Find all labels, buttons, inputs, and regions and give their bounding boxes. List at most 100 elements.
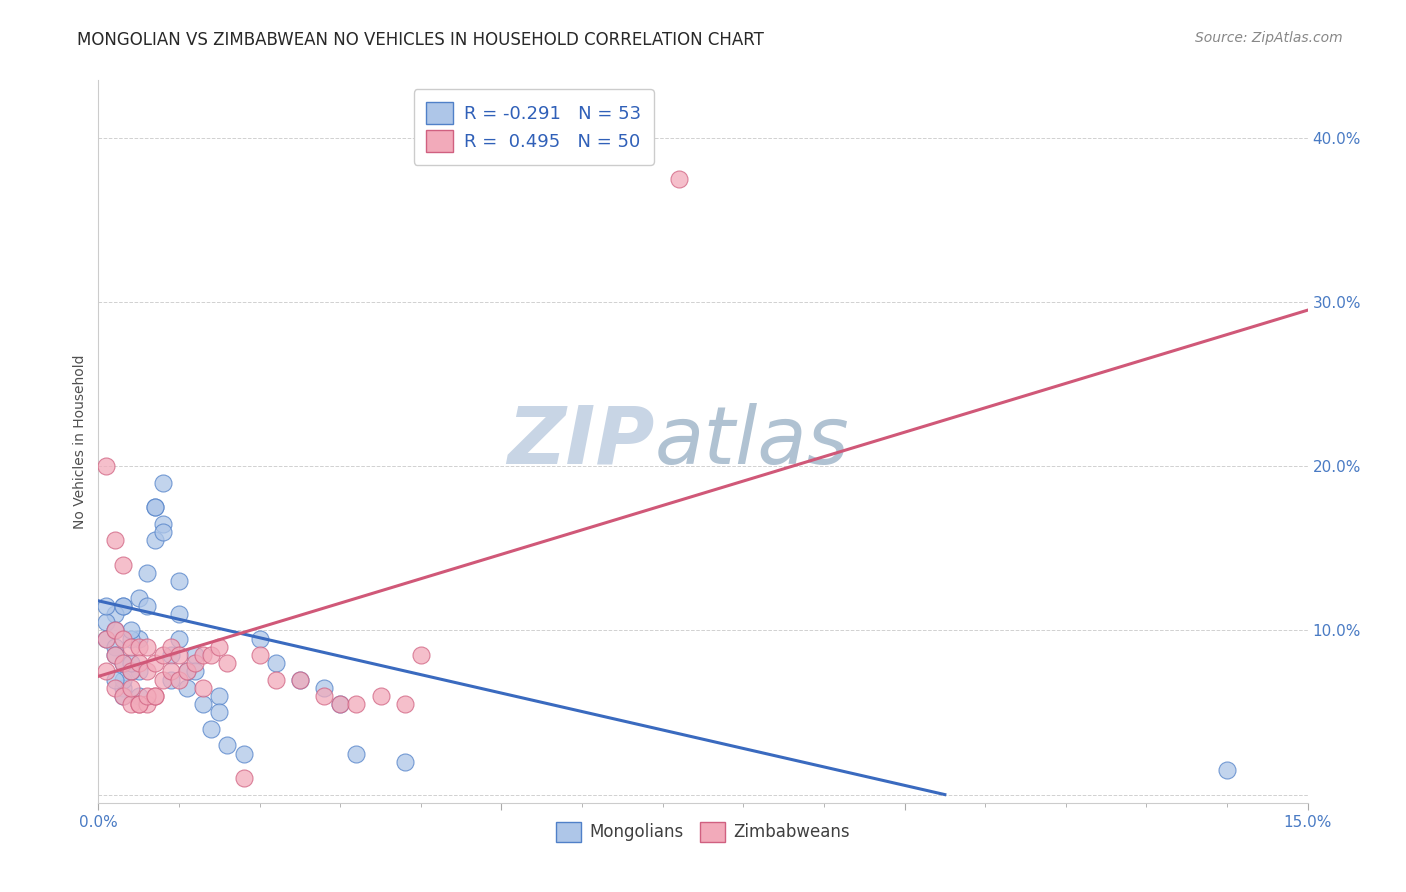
Point — [103, 648, 125, 662]
Point — [96, 599, 118, 613]
Point — [143, 657, 166, 671]
Point — [344, 747, 367, 761]
Point — [128, 698, 150, 712]
Point — [120, 624, 142, 638]
Point — [193, 648, 215, 662]
Point — [111, 673, 134, 687]
Point — [200, 648, 222, 662]
Point — [344, 698, 367, 712]
Point — [143, 500, 166, 515]
Point — [394, 755, 416, 769]
Point — [329, 698, 352, 712]
Point — [152, 648, 174, 662]
Point — [111, 689, 134, 703]
Point — [217, 657, 239, 671]
Point — [200, 722, 222, 736]
Point — [184, 657, 207, 671]
Point — [329, 698, 352, 712]
Point — [120, 665, 142, 679]
Point — [111, 558, 134, 572]
Point — [217, 739, 239, 753]
Point — [103, 533, 125, 547]
Point — [120, 681, 142, 695]
Point — [167, 607, 190, 621]
Point — [135, 689, 157, 703]
Point — [176, 665, 198, 679]
Point — [152, 475, 174, 490]
Text: atlas: atlas — [655, 402, 849, 481]
Point — [111, 681, 134, 695]
Text: Source: ZipAtlas.com: Source: ZipAtlas.com — [1195, 31, 1343, 45]
Point — [167, 574, 190, 588]
Text: ZIP: ZIP — [508, 402, 655, 481]
Point — [668, 171, 690, 186]
Point — [135, 665, 157, 679]
Point — [184, 648, 207, 662]
Point — [120, 698, 142, 712]
Point — [314, 681, 336, 695]
Point — [128, 640, 150, 654]
Point — [96, 632, 118, 646]
Point — [314, 689, 336, 703]
Text: MONGOLIAN VS ZIMBABWEAN NO VEHICLES IN HOUSEHOLD CORRELATION CHART: MONGOLIAN VS ZIMBABWEAN NO VEHICLES IN H… — [77, 31, 765, 49]
Point — [249, 632, 271, 646]
Point — [111, 689, 134, 703]
Point — [128, 591, 150, 605]
Point — [394, 698, 416, 712]
Point — [249, 648, 271, 662]
Point — [176, 681, 198, 695]
Point — [167, 632, 190, 646]
Point — [167, 648, 190, 662]
Point — [135, 640, 157, 654]
Point — [111, 599, 134, 613]
Point — [264, 657, 287, 671]
Point — [111, 657, 134, 671]
Point — [193, 698, 215, 712]
Point — [370, 689, 392, 703]
Point — [193, 681, 215, 695]
Point — [103, 648, 125, 662]
Point — [96, 632, 118, 646]
Point — [103, 673, 125, 687]
Legend: Mongolians, Zimbabweans: Mongolians, Zimbabweans — [550, 815, 856, 848]
Point — [128, 657, 150, 671]
Point — [103, 681, 125, 695]
Point — [135, 698, 157, 712]
Point — [176, 665, 198, 679]
Point — [288, 673, 311, 687]
Point — [1216, 763, 1239, 777]
Point — [160, 640, 183, 654]
Point — [152, 524, 174, 539]
Point — [120, 632, 142, 646]
Point — [111, 599, 134, 613]
Point — [128, 689, 150, 703]
Point — [120, 665, 142, 679]
Point — [96, 665, 118, 679]
Point — [135, 566, 157, 580]
Point — [232, 771, 254, 785]
Point — [135, 599, 157, 613]
Point — [152, 673, 174, 687]
Y-axis label: No Vehicles in Household: No Vehicles in Household — [73, 354, 87, 529]
Point — [143, 689, 166, 703]
Point — [103, 607, 125, 621]
Point — [160, 665, 183, 679]
Point — [184, 665, 207, 679]
Point — [167, 673, 190, 687]
Point — [128, 632, 150, 646]
Point — [208, 706, 231, 720]
Point — [160, 673, 183, 687]
Point — [111, 632, 134, 646]
Point — [128, 665, 150, 679]
Point — [103, 640, 125, 654]
Point — [96, 615, 118, 630]
Point — [111, 657, 134, 671]
Point — [120, 657, 142, 671]
Point — [264, 673, 287, 687]
Point — [152, 516, 174, 531]
Point — [120, 640, 142, 654]
Point — [143, 533, 166, 547]
Point — [96, 459, 118, 474]
Point — [160, 648, 183, 662]
Point — [288, 673, 311, 687]
